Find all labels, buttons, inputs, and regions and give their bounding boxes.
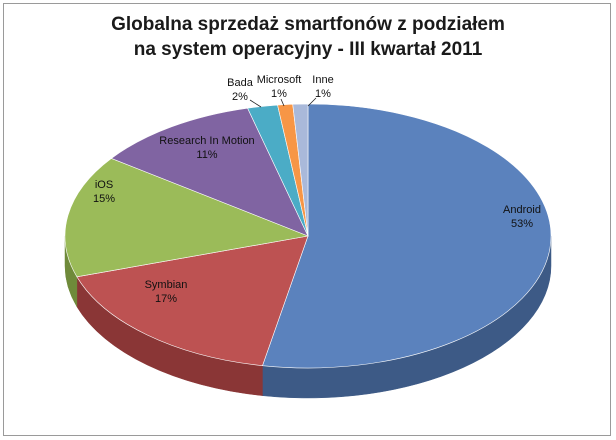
leader-line-inne	[307, 97, 317, 107]
pie-slice-symbian	[76, 235, 309, 366]
slice-label-microsoft: Microsoft	[257, 74, 302, 86]
slice-value-microsoft: 1%	[271, 88, 287, 100]
slice-value-symbian: 17%	[155, 293, 177, 305]
pie-labels: Android 53% Symbian 17% iOS 15% Research In Mo…	[93, 74, 541, 305]
slice-value-android: 53%	[511, 218, 533, 230]
chart-title-line-2: na system operacyjny - III kwartał 2011	[133, 39, 483, 60]
slice-value-research-in-motion: 11%	[196, 149, 217, 161]
pie-slice-research-in-motion	[110, 107, 309, 237]
slice-label-inne: Inne	[312, 74, 333, 86]
slice-value-bada: 2%	[232, 91, 248, 103]
pie-slice-inne	[292, 103, 309, 237]
chart-title-line-1: Globalna sprzedaż smartfonów z podziałem	[111, 14, 505, 35]
slice-label-bada: Bada	[227, 77, 254, 89]
leader-line-bada	[249, 99, 262, 108]
chart-title: Globalna sprzedaż smartfonów z podziałem…	[0, 12, 616, 62]
slice-value-ios: 15%	[93, 193, 115, 205]
pie-slice-android	[262, 103, 552, 369]
slice-value-inne: 1%	[315, 88, 331, 100]
slice-label-research-in-motion: Research In Motion	[159, 135, 254, 147]
leader-line-microsoft	[280, 98, 285, 107]
slice-label-symbian: Symbian	[145, 279, 188, 291]
slice-label-android: Android	[503, 204, 541, 216]
pie-slice-ios	[64, 158, 310, 278]
slice-label-ios: iOS	[95, 179, 113, 191]
pie-top-faces	[64, 103, 552, 369]
